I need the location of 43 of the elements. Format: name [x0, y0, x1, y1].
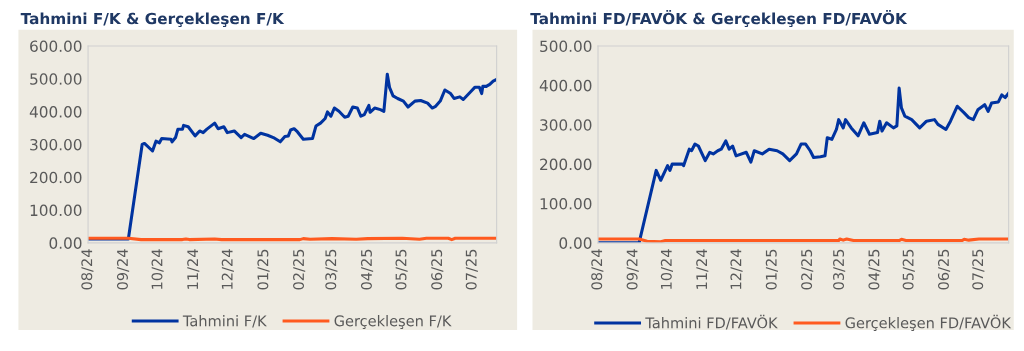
y-tick-label: 500.00	[540, 40, 592, 52]
x-tick-label: 09/24	[116, 249, 130, 290]
y-tick-label: 500.00	[30, 73, 82, 85]
x-tick-label: 10/24	[151, 249, 164, 289]
x-tick-label: 11/24	[187, 249, 200, 289]
chart-title: Tahmini F/K & Gerçekleşen F/K	[20, 12, 285, 28]
y-tick-label: 600.00	[30, 40, 82, 52]
x-tick-label: 04/25	[360, 249, 374, 290]
x-tick-label: 05/25	[902, 249, 915, 290]
x-tick-label: 08/24	[81, 249, 94, 290]
y-tick-label: 300.00	[540, 119, 592, 131]
y-tick-label: 0.00	[49, 237, 82, 249]
x-tick-label: 11/24	[696, 249, 709, 289]
x-tick-label: 02/25	[801, 249, 814, 290]
y-tick-label: 200.00	[30, 171, 82, 184]
y-tick-label: 300.00	[30, 138, 82, 151]
x-tick-label: 07/25	[465, 249, 478, 290]
x-tick-label: 04/25	[868, 249, 881, 290]
y-tick-label: 100.00	[540, 197, 592, 210]
y-tick-label: 400.00	[29, 106, 82, 118]
x-tick-label: 10/24	[660, 249, 673, 289]
x-tick-label: 12/24	[730, 249, 743, 289]
x-tick-label: 05/25	[395, 249, 408, 290]
x-tick-label: 09/24	[626, 249, 639, 290]
x-tick-label: 01/25	[765, 249, 778, 290]
x-tick-label: 06/25	[431, 249, 444, 290]
y-tick-label: 400.00	[539, 79, 592, 92]
legend-label: Gerçekleşen FD/FAVÖK	[845, 314, 1012, 331]
legend-label: Tahmini FD/FAVÖK	[645, 314, 778, 330]
y-tick-label: 0.00	[559, 237, 592, 249]
x-tick-label: 08/24	[591, 249, 604, 290]
chart-title: Tahmini FD/FAVÖK & Gerçekleşen FD/FAVÖK	[530, 9, 908, 28]
x-tick-label: 03/25	[833, 249, 846, 290]
x-tick-label: 03/25	[325, 249, 338, 290]
y-tick-label: 200.00	[540, 158, 592, 171]
x-tick-label: 06/25	[937, 249, 951, 290]
x-tick-label: 02/25	[293, 249, 306, 290]
legend-label: Tahmini F/K	[182, 315, 267, 328]
y-tick-label: 100.00	[30, 204, 82, 217]
x-tick-label: 07/25	[972, 249, 985, 290]
x-tick-label: 12/24	[221, 249, 234, 289]
x-tick-label: 01/25	[257, 249, 270, 290]
legend-label: Gerçekleşen F/K	[334, 315, 452, 329]
